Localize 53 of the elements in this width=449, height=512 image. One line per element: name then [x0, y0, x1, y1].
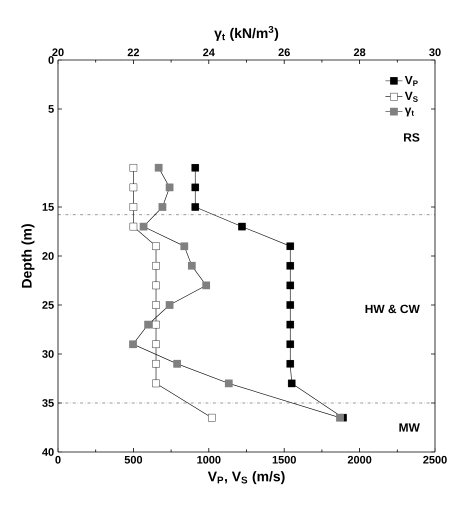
- x2-tick-label: 28: [354, 48, 366, 56]
- point: [152, 360, 160, 368]
- point: [152, 340, 160, 348]
- point: [238, 222, 246, 230]
- x2-tick-label: 26: [278, 48, 290, 56]
- point: [286, 320, 294, 328]
- x-tick-label: 2500: [423, 456, 447, 464]
- x2-tick-label: 30: [429, 48, 441, 56]
- annotation: MW: [399, 423, 420, 432]
- point: [288, 380, 296, 388]
- x-tick-label: 500: [124, 456, 142, 464]
- point: [152, 320, 160, 328]
- x2-tick-label: 22: [128, 48, 140, 56]
- x-tick-label: 0: [55, 456, 61, 464]
- y-tick-label: 0: [48, 56, 54, 64]
- y-tick-label: 25: [42, 301, 54, 309]
- point: [286, 242, 294, 250]
- point: [130, 184, 138, 192]
- point: [208, 414, 216, 422]
- point: [152, 301, 160, 309]
- point: [152, 262, 160, 270]
- point: [191, 203, 200, 211]
- legend-label: γ$_{t}$: [404, 108, 414, 116]
- x-tick-label: 1500: [272, 456, 296, 464]
- point: [130, 164, 138, 172]
- x-axis-title: V$_{P}$, V$_{S}$ (m/s): [208, 471, 285, 484]
- point: [152, 282, 160, 290]
- point: [191, 164, 200, 172]
- point: [191, 184, 200, 192]
- point: [152, 380, 160, 388]
- point: [286, 360, 294, 368]
- point: [152, 242, 160, 250]
- y-tick-label: 20: [42, 252, 54, 260]
- point: [130, 222, 138, 230]
- point: [286, 340, 294, 348]
- x-tick-label: 1000: [197, 456, 221, 464]
- y-axis-title: Depth (m): [21, 224, 34, 288]
- y-tick-label: 5: [48, 105, 54, 113]
- point: [130, 203, 138, 211]
- x-tick-label: 2000: [348, 456, 372, 464]
- y-tick-label: 30: [42, 350, 54, 358]
- x2-tick-label: 24: [203, 48, 215, 56]
- point: [286, 262, 294, 270]
- y-tick-label: 40: [42, 448, 54, 456]
- point: [286, 301, 294, 309]
- annotation: HW & CW: [366, 304, 420, 314]
- x2-axis-title: γ$_{t}$ (kN/m$^{3}$): [214, 26, 278, 41]
- point: [286, 282, 294, 290]
- legend-label: V$_{S}$: [404, 92, 418, 102]
- annotation: RS: [404, 133, 420, 142]
- y-tick-label: 15: [42, 203, 54, 211]
- legend-label: V$_{P}$: [404, 76, 418, 86]
- y-tick-label: 35: [42, 399, 54, 407]
